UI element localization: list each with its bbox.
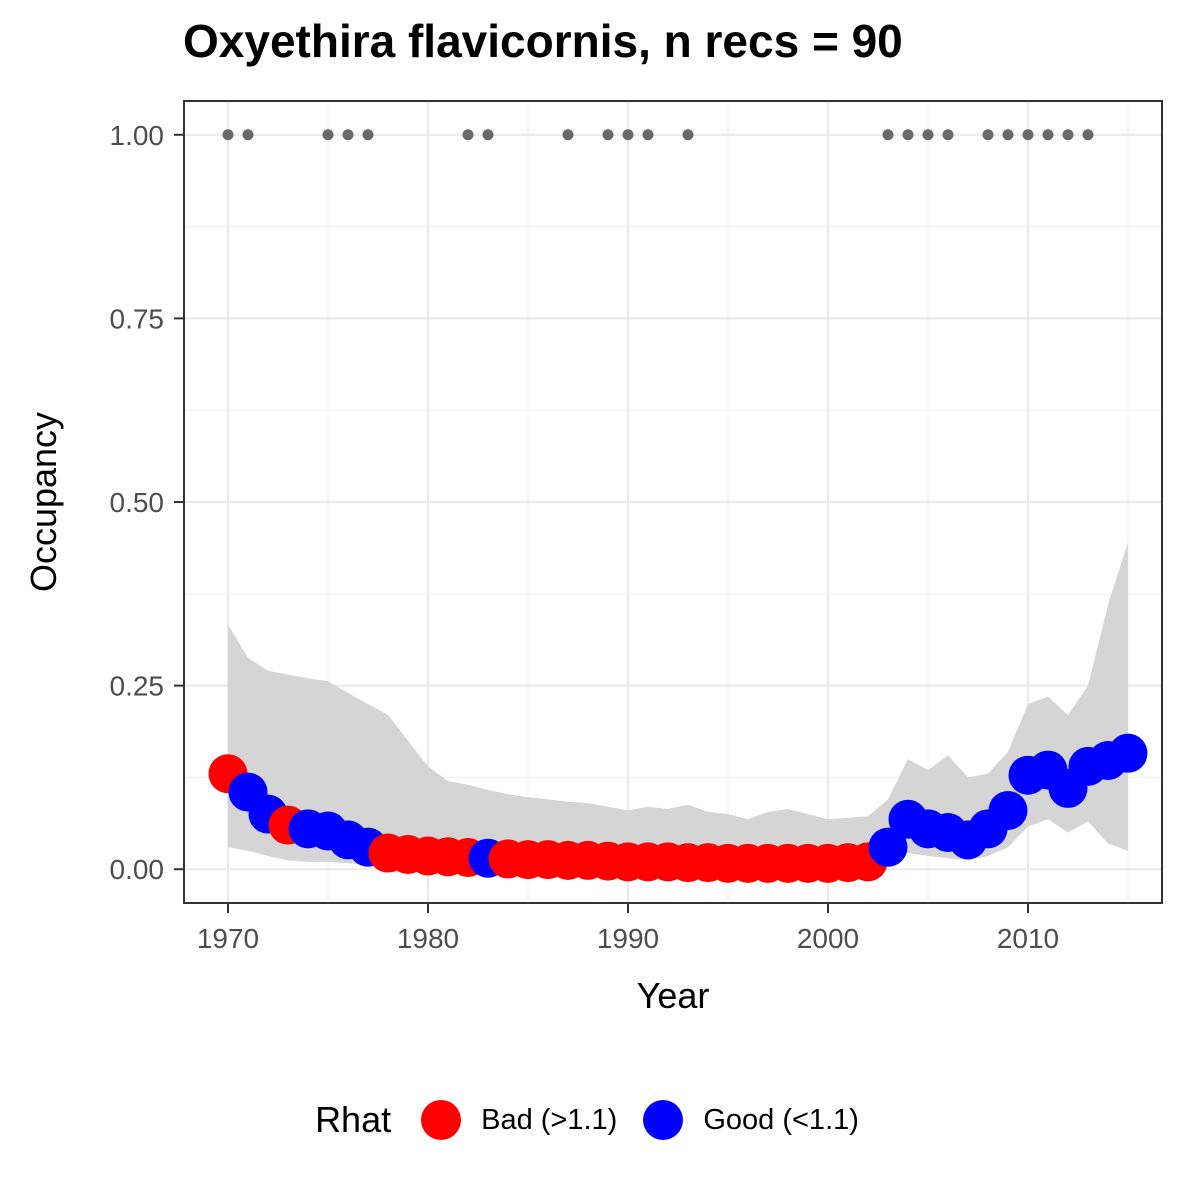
x-axis-title: Year xyxy=(637,975,710,1016)
record-point xyxy=(622,129,634,141)
x-axis: 1970 1980 1990 2000 2010 xyxy=(197,903,1059,954)
record-point xyxy=(1082,129,1094,141)
legend-key-bad xyxy=(421,1100,462,1140)
chart-plot: 1970 1980 1990 2000 2010 0.00 0.25 0.50 0.75 1.0… xyxy=(23,100,1163,1016)
x-tick-label: 2000 xyxy=(797,923,859,954)
occupancy-point-good xyxy=(868,827,908,867)
occupancy-point-good xyxy=(988,790,1028,830)
record-point xyxy=(1042,129,1054,141)
occupancy-points-layer xyxy=(208,733,1148,883)
record-point xyxy=(922,129,934,141)
record-point xyxy=(942,129,954,141)
y-tick-label: 0.25 xyxy=(110,671,165,702)
record-point xyxy=(642,129,654,141)
record-point xyxy=(1022,129,1034,141)
record-point xyxy=(482,129,494,141)
record-point xyxy=(902,129,914,141)
y-tick-label: 0.75 xyxy=(110,303,165,334)
x-tick-label: 1970 xyxy=(197,923,259,954)
record-point xyxy=(602,129,614,141)
record-point xyxy=(1002,129,1014,141)
y-tick-label: 0.50 xyxy=(110,487,165,518)
chart-title: Oxyethira flavicornis, n recs = 90 xyxy=(183,15,903,67)
record-point xyxy=(562,129,574,141)
record-points-layer xyxy=(222,129,1094,141)
x-tick-label: 1990 xyxy=(597,923,659,954)
y-axis-title: Occupancy xyxy=(23,412,64,592)
legend-title: Rhat xyxy=(315,1099,392,1140)
record-point xyxy=(682,129,694,141)
record-point xyxy=(1062,129,1074,141)
record-point xyxy=(342,129,354,141)
y-axis: 0.00 0.25 0.50 0.75 1.00 xyxy=(110,120,184,885)
occupancy-point-good xyxy=(1108,733,1148,773)
y-tick-label: 1.00 xyxy=(110,120,165,151)
grid-lines xyxy=(184,101,1162,903)
legend-item-good: Good (<1.1) xyxy=(643,1100,859,1140)
x-tick-label: 2010 xyxy=(997,923,1059,954)
y-tick-label: 0.00 xyxy=(110,854,165,885)
record-point xyxy=(222,129,234,141)
confidence-ribbon xyxy=(228,542,1128,869)
legend: Rhat Bad (>1.1) Good (<1.1) xyxy=(0,1090,1200,1150)
legend-label-bad: Bad (>1.1) xyxy=(481,1103,618,1136)
legend-label-good: Good (<1.1) xyxy=(703,1103,859,1136)
record-point xyxy=(242,129,254,141)
record-point xyxy=(462,129,474,141)
legend-item-bad: Bad (>1.1) xyxy=(421,1100,617,1140)
record-point xyxy=(982,129,994,141)
record-point xyxy=(882,129,894,141)
record-point xyxy=(322,129,334,141)
legend-key-good xyxy=(643,1100,684,1140)
confidence-ribbon-layer xyxy=(228,542,1128,869)
record-point xyxy=(362,129,374,141)
x-tick-label: 1980 xyxy=(397,923,459,954)
